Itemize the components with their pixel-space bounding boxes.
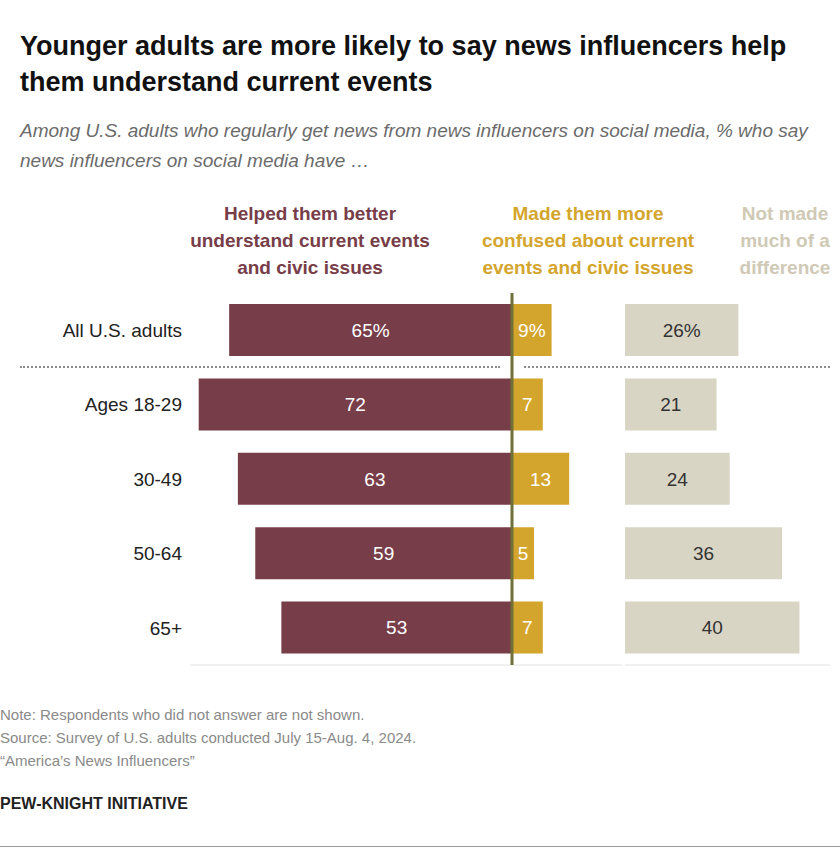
html-text:Source: Survey of U.S. adults: Source: Survey of U.S. adults conducted … — [0, 729, 417, 746]
svg-text:24: 24 — [667, 469, 689, 490]
html-text:Made them more confused about: Made them more confused about current ev… — [481, 203, 695, 278]
html-text:Helped them better understand: Helped them better understand current ev… — [190, 203, 430, 278]
html-text:PEW-KNIGHT INITIATIVE: PEW-KNIGHT INITIATIVE — [0, 795, 188, 812]
svg-text:21: 21 — [660, 394, 681, 415]
svg-text:13: 13 — [530, 469, 551, 490]
svg-text:26%: 26% — [663, 320, 701, 341]
svg-text:All U.S. adults: All U.S. adults — [63, 320, 182, 341]
svg-text:7: 7 — [522, 394, 533, 415]
html-text:“America’s News Influencers”: “America’s News Influencers” — [0, 752, 195, 769]
html-text:Younger adults are more likely: Younger adults are more likely to say ne… — [20, 31, 787, 97]
svg-text:Ages 18-29: Ages 18-29 — [85, 394, 182, 415]
svg-text:50-64: 50-64 — [133, 543, 182, 564]
svg-text:63: 63 — [364, 469, 385, 490]
svg-text:5: 5 — [518, 543, 529, 564]
svg-text:59: 59 — [373, 543, 394, 564]
svg-text:7: 7 — [522, 617, 533, 638]
svg-text:30-49: 30-49 — [133, 469, 182, 490]
html-text:Among U.S. adults who regularl: Among U.S. adults who regularly get news… — [20, 120, 808, 171]
svg-text:65+: 65+ — [150, 618, 182, 639]
html-text:Not made much of a difference: Not made much of a difference — [739, 203, 831, 278]
svg-text:40: 40 — [702, 617, 723, 638]
html-text:Note: Respondents who did not: Note: Respondents who did not answer are… — [0, 706, 365, 723]
svg-text:9%: 9% — [518, 320, 546, 341]
svg-text:65%: 65% — [352, 320, 390, 341]
svg-text:53: 53 — [386, 617, 407, 638]
svg-text:72: 72 — [345, 394, 366, 415]
svg-text:36: 36 — [693, 543, 714, 564]
